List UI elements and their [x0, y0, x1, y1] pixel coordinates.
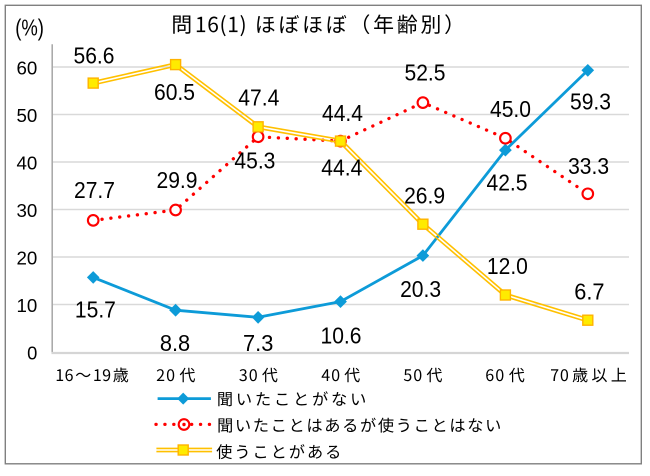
- svg-text:26.9: 26.9: [404, 182, 445, 208]
- svg-text:10.6: 10.6: [321, 323, 362, 349]
- svg-text:45.0: 45.0: [490, 96, 531, 122]
- svg-text:60.5: 60.5: [154, 79, 195, 105]
- svg-text:50: 50: [17, 105, 38, 126]
- svg-text:10: 10: [17, 295, 38, 316]
- svg-text:44.4: 44.4: [321, 154, 362, 180]
- svg-text:20.3: 20.3: [400, 276, 441, 302]
- svg-text:33.3: 33.3: [568, 153, 609, 179]
- svg-text:27.7: 27.7: [74, 177, 115, 203]
- svg-text:29.9: 29.9: [157, 167, 198, 193]
- svg-text:(%): (%): [15, 14, 44, 40]
- svg-text:59.3: 59.3: [570, 88, 611, 114]
- svg-text:47.4: 47.4: [238, 84, 279, 110]
- svg-text:20: 20: [17, 247, 38, 268]
- svg-text:45.3: 45.3: [234, 147, 275, 173]
- svg-text:60: 60: [17, 57, 38, 78]
- svg-text:8.8: 8.8: [160, 330, 190, 356]
- svg-text:30: 30: [17, 200, 38, 221]
- svg-text:0: 0: [27, 342, 37, 363]
- svg-text:7.3: 7.3: [243, 330, 273, 356]
- svg-text:15.7: 15.7: [75, 297, 116, 323]
- svg-text:42.5: 42.5: [487, 169, 528, 195]
- svg-text:52.5: 52.5: [405, 60, 446, 86]
- svg-text:40: 40: [17, 152, 38, 173]
- svg-text:6.7: 6.7: [574, 278, 604, 304]
- svg-text:56.6: 56.6: [74, 43, 115, 69]
- svg-text:12.0: 12.0: [487, 253, 528, 279]
- svg-text:44.4: 44.4: [322, 100, 363, 126]
